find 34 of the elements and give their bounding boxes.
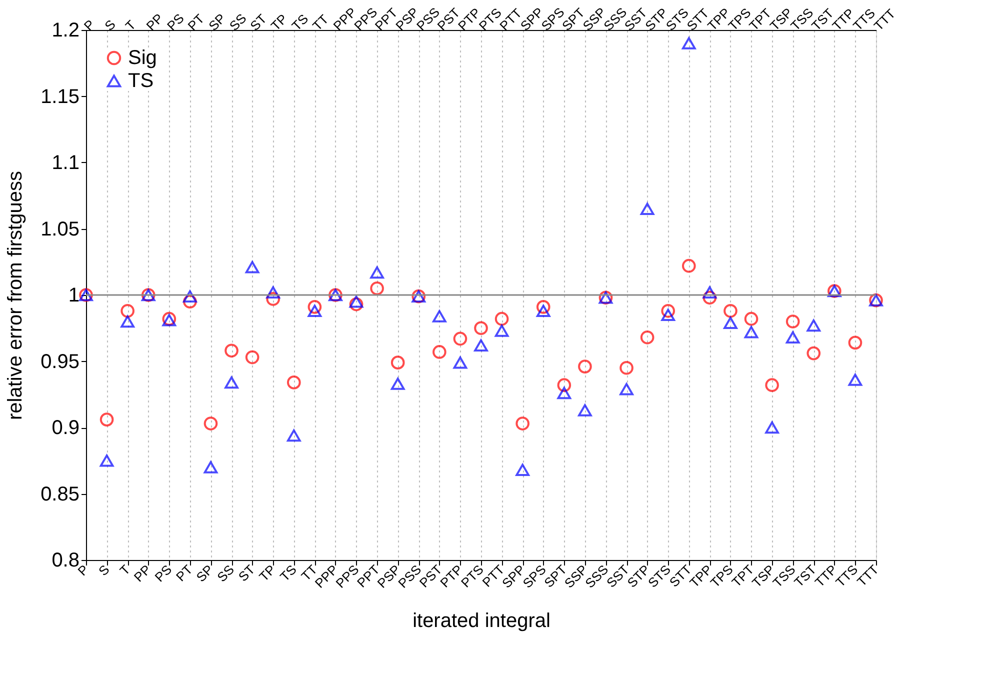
x-tick-label: TP bbox=[268, 11, 290, 34]
x-tick-label: PP bbox=[143, 10, 166, 34]
y-axis-title: relative error from firstguess bbox=[4, 171, 27, 420]
x-tick-label: TS bbox=[288, 10, 312, 34]
x-tick-label: PS bbox=[164, 10, 188, 34]
category-label: SS bbox=[214, 562, 237, 585]
legend-label: Sig bbox=[128, 47, 157, 69]
x-tick-label: ST bbox=[247, 11, 270, 34]
legend-label: TS bbox=[128, 70, 154, 92]
x-tick-label: SS bbox=[226, 10, 250, 34]
x-axis-title: iterated integral bbox=[412, 610, 550, 632]
category-label: TS bbox=[276, 562, 300, 584]
category-label: S bbox=[96, 562, 112, 579]
x-tick-label: TT bbox=[310, 12, 332, 34]
category-label: ST bbox=[235, 562, 258, 584]
category-label: PS bbox=[152, 562, 175, 585]
y-tick-label: 1 bbox=[68, 284, 80, 306]
x-tick-label: T bbox=[122, 17, 139, 34]
x-tick-label: P bbox=[80, 16, 98, 34]
y-tick-label: 0.85 bbox=[40, 483, 80, 506]
category-label: TP bbox=[256, 562, 279, 584]
x-tick-label: S bbox=[102, 16, 119, 34]
x-tick-label: PT bbox=[184, 11, 208, 34]
category-label: PT bbox=[173, 562, 196, 584]
category-label: SP bbox=[193, 562, 216, 585]
category-label: T bbox=[116, 562, 134, 578]
category-label: PP bbox=[130, 562, 154, 585]
y-tick-label: 1.15 bbox=[40, 86, 80, 108]
y-tick-label: 0.95 bbox=[40, 350, 80, 373]
y-tick-label: 1.1 bbox=[52, 152, 80, 174]
x-tick-label: SP bbox=[206, 10, 228, 34]
y-tick-label: 1.2 bbox=[52, 20, 80, 42]
y-tick-label: 0.9 bbox=[52, 417, 80, 439]
y-tick-label: 1.05 bbox=[40, 218, 80, 240]
